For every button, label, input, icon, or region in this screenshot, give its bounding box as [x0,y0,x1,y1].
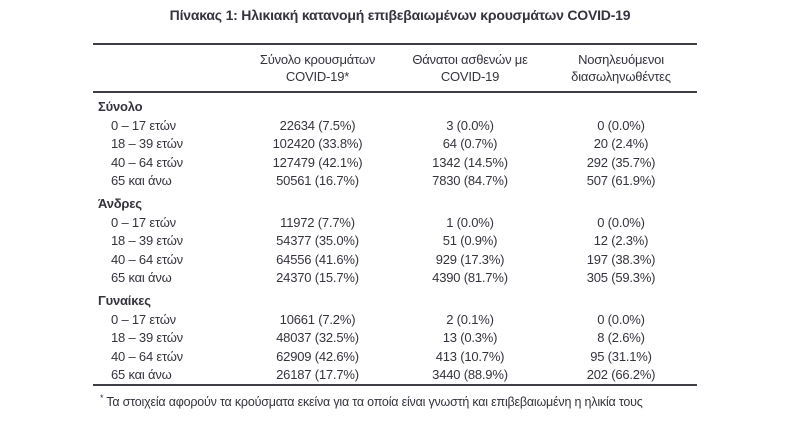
cases-cell: 54377 (35.0%) [276,233,359,249]
intubated-cell: 8 (2.6%) [597,330,645,346]
top-rule [93,43,697,45]
intubated-cell: 292 (35.7%) [586,154,656,170]
section-men: Άνδρες [93,190,697,213]
cases-cell: 62909 (42.6%) [276,348,359,364]
deaths-cell: 51 (0.9%) [442,233,498,249]
table-row: 0 – 17 ετών 22634 (7.5%) 3 (0.0%) 0 (0.0… [93,116,697,135]
intubated-cell: 305 (59.3%) [586,270,656,286]
row-label: 40 – 64 ετών [111,154,183,170]
table-row: 65 και άνω 50561 (16.7%) 7830 (84.7%) 50… [93,172,697,191]
row-label: 18 – 39 ετών [111,233,183,249]
column-header-line: Σύνολο κρουσμάτων [259,52,376,67]
deaths-cell: 2 (0.1%) [446,311,494,327]
column-header-line: διασωληνωθέντες [571,69,671,84]
deaths-cell: 7830 (84.7%) [432,173,508,189]
table-row: 40 – 64 ετών 127479 (42.1%) 1342 (14.5%)… [93,153,697,172]
section-label: Άνδρες [98,196,142,211]
row-label: 65 και άνω [111,270,172,286]
table-row: 0 – 17 ετών 10661 (7.2%) 2 (0.1%) 0 (0.0… [93,310,697,329]
column-header-intubated: Νοσηλευόμενοι διασωληνωθέντες [545,51,697,85]
footnote-asterisk: * [100,393,104,403]
row-label: 40 – 64 ετών [111,251,183,267]
column-header-line: Νοσηλευόμενοι [578,52,664,67]
cases-cell: 127479 (42.1%) [272,154,363,170]
cases-cell: 102420 (33.8%) [272,136,363,152]
column-header-line: Θάνατοι ασθενών με [412,52,528,67]
cases-cell: 22634 (7.5%) [279,117,356,133]
column-header-deaths: Θάνατοι ασθενών με COVID-19 [395,51,545,85]
section-label: Σύνολο [98,99,143,114]
cases-cell: 64556 (41.6%) [276,251,359,267]
row-label: 0 – 17 ετών [111,311,176,327]
row-label: 18 – 39 ετών [111,136,183,152]
footnote-text: Τα στοιχεία αφορούν τα κρούσματα εκείνα … [106,395,643,410]
deaths-cell: 4390 (81.7%) [432,270,508,286]
table-row: 40 – 64 ετών 64556 (41.6%) 929 (17.3%) 1… [93,250,697,269]
cases-cell: 50561 (16.7%) [276,173,359,189]
table-row: 18 – 39 ετών 48037 (32.5%) 13 (0.3%) 8 (… [93,329,697,348]
intubated-cell: 20 (2.4%) [593,136,649,152]
table-row: 65 και άνω 24370 (15.7%) 4390 (81.7%) 30… [93,269,697,288]
table-row: 65 και άνω 26187 (17.7%) 3440 (88.9%) 20… [93,366,697,385]
table-row: 18 – 39 ετών 102420 (33.8%) 64 (0.7%) 20… [93,135,697,154]
deaths-cell: 929 (17.3%) [435,251,505,267]
deaths-cell: 1 (0.0%) [446,214,494,230]
cases-cell: 10661 (7.2%) [279,311,356,327]
deaths-cell: 3440 (88.9%) [432,367,508,383]
row-label: 65 και άνω [111,173,172,189]
intubated-cell: 0 (0.0%) [597,311,645,327]
row-label: 40 – 64 ετών [111,348,183,364]
footnote: * Τα στοιχεία αφορούν τα κρούσματα εκείνα… [93,393,697,409]
row-label: 0 – 17 ετών [111,214,176,230]
cases-cell: 24370 (15.7%) [276,270,359,286]
intubated-cell: 507 (61.9%) [586,173,656,189]
deaths-cell: 1342 (14.5%) [432,154,508,170]
intubated-cell: 202 (66.2%) [586,367,656,383]
deaths-cell: 413 (10.7%) [435,348,505,364]
column-header-cases: Σύνολο κρουσμάτων COVID-19* [240,51,395,85]
intubated-cell: 12 (2.3%) [593,233,649,249]
cases-cell: 26187 (17.7%) [276,367,359,383]
intubated-cell: 0 (0.0%) [597,214,645,230]
cases-cell: 48037 (32.5%) [276,330,359,346]
section-women: Γυναίκες [93,287,697,310]
deaths-cell: 64 (0.7%) [442,136,498,152]
column-header-line: COVID-19 [440,69,500,84]
intubated-cell: 0 (0.0%) [597,117,645,133]
cases-cell: 11972 (7.7%) [280,214,355,230]
deaths-cell: 13 (0.3%) [442,330,498,346]
bottom-rule [93,384,697,386]
section-total: Σύνολο [93,93,697,116]
table-title: Πίνακας 1: Ηλικιακή κατανομή επιβεβαιωμέ… [169,7,631,23]
table-row: 40 – 64 ετών 62909 (42.6%) 413 (10.7%) 9… [93,347,697,366]
column-header-line: COVID-19* [285,69,350,84]
row-label: 0 – 17 ετών [111,117,176,133]
intubated-cell: 95 (31.1%) [590,348,652,364]
deaths-cell: 3 (0.0%) [446,117,494,133]
covid-age-table: Σύνολο κρουσμάτων COVID-19* Θάνατοι ασθε… [93,43,697,409]
intubated-cell: 197 (38.3%) [586,251,656,267]
table-row: 0 – 17 ετών 11972 (7.7%) 1 (0.0%) 0 (0.0… [93,213,697,232]
section-label: Γυναίκες [98,293,151,308]
row-label: 18 – 39 ετών [111,330,183,346]
row-label: 65 και άνω [111,367,172,383]
table-row: 18 – 39 ετών 54377 (35.0%) 51 (0.9%) 12 … [93,232,697,251]
table-header-row: Σύνολο κρουσμάτων COVID-19* Θάνατοι ασθε… [93,45,697,91]
header-rule [93,91,697,93]
